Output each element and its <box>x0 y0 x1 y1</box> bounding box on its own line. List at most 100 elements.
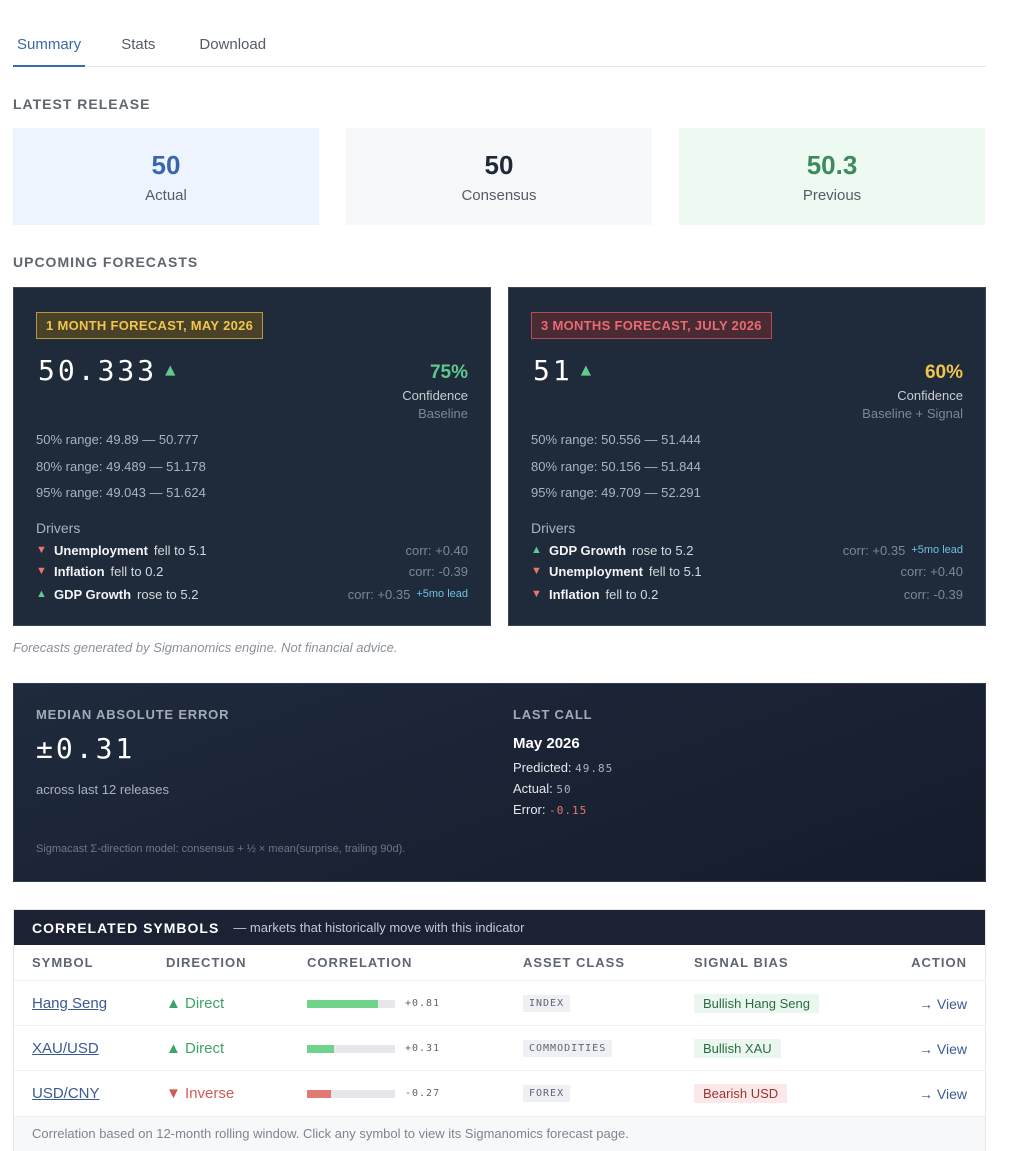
driver-row: ▲ GDP Growth rose to 5.2 corr: +0.35 +5m… <box>36 584 468 604</box>
asset-class-tag: INDEX <box>523 995 571 1012</box>
correlation-value: +0.31 <box>405 1043 441 1054</box>
range-80: 80% range: 50.156 — 51.844 <box>531 459 701 474</box>
asset-class-tag: FOREX <box>523 1085 571 1102</box>
forecast-value: 51 ▲ <box>533 354 591 387</box>
lead-badge: +5mo lead <box>416 588 468 600</box>
confidence-pct: 75% <box>429 362 468 383</box>
model-note: Sigmacast Σ-direction model: consensus +… <box>36 843 406 855</box>
range-50: 50% range: 49.89 — 50.777 <box>36 432 199 447</box>
driver-change: fell to 5.1 <box>153 542 207 558</box>
correlated-header: CORRELATED SYMBOLS — markets that histor… <box>14 910 985 945</box>
consensus-stat: 50 Consensus <box>346 128 652 225</box>
tab-stats[interactable]: Stats <box>121 36 156 53</box>
correlation-bar-fill <box>307 1044 335 1053</box>
tab-summary[interactable]: Summary <box>13 26 86 67</box>
driver-change: rose to 5.2 <box>137 586 199 602</box>
driver-name: GDP Growth <box>54 586 132 602</box>
last-call-error: Error: -0.15 <box>513 802 588 817</box>
driver-row: ▼ Inflation fell to 0.2 corr: -0.39 <box>36 561 468 581</box>
correlated-symbols-panel: CORRELATED SYMBOLS — markets that histor… <box>13 909 986 1151</box>
previous-stat: 50.3 Previous <box>679 128 985 225</box>
symbol-link[interactable]: XAU/USD <box>32 1040 99 1057</box>
driver-name: Inflation <box>54 563 105 579</box>
driver-row: ▲ GDP Growth rose to 5.2 corr: +0.35 +5m… <box>531 540 963 560</box>
driver-corr: corr: +0.35 <box>347 586 411 602</box>
driver-row: ▼ Inflation fell to 0.2 corr: -0.39 <box>531 584 963 604</box>
driver-row: ▼ Unemployment fell to 5.1 corr: +0.40 <box>36 540 468 560</box>
driver-name: Unemployment <box>54 542 148 558</box>
up-arrow-icon: ▲ <box>580 360 591 380</box>
range-80: 80% range: 49.489 — 51.178 <box>36 459 206 474</box>
confidence-pct: 60% <box>924 362 963 383</box>
confidence-label: Confidence <box>897 388 963 403</box>
mae-title: MEDIAN ABSOLUTE ERROR <box>36 707 230 722</box>
header-direction: DIRECTION <box>166 955 247 970</box>
driver-corr: corr: +0.40 <box>900 563 963 579</box>
correlation-bar-fill <box>307 999 379 1008</box>
last-call-title: LAST CALL <box>513 707 593 722</box>
tab-download[interactable]: Download <box>199 36 267 53</box>
down-triangle-icon: ▼ <box>36 565 47 577</box>
consensus-value: 50 <box>484 150 514 180</box>
correlated-subtitle: — markets that historically move with th… <box>233 920 525 935</box>
table-row: USD/CNY ▼ Inverse -0.27 FOREX Bearish US… <box>14 1070 985 1115</box>
actual-stat: 50 Actual <box>13 128 319 225</box>
correlation-cell: +0.81 <box>307 981 440 1026</box>
correlated-footer: Correlation based on 12-month rolling wi… <box>14 1116 985 1151</box>
up-triangle-icon: ▲ <box>36 588 47 600</box>
driver-corr: corr: +0.40 <box>405 542 468 558</box>
confidence-block: 60% Confidence Baseline + Signal <box>862 362 963 421</box>
driver-corr: corr: -0.39 <box>408 563 468 579</box>
direction-label: ▼ Inverse <box>166 1085 235 1102</box>
header-asset-class: ASSET CLASS <box>523 955 626 970</box>
signal-bias-badge: Bullish XAU <box>694 1039 781 1058</box>
down-triangle-icon: ▼ <box>36 544 47 556</box>
correlation-cell: -0.27 <box>307 1071 440 1116</box>
down-triangle-icon: ▼ <box>531 565 542 577</box>
correlation-value: -0.27 <box>405 1088 441 1099</box>
down-triangle-icon: ▼ <box>531 588 542 600</box>
view-link[interactable]: → View <box>919 995 967 1012</box>
signal-bias-badge: Bearish USD <box>694 1084 788 1103</box>
forecast-badge: 3 MONTHS FORECAST, JULY 2026 <box>531 312 772 339</box>
view-link[interactable]: → View <box>919 1085 967 1102</box>
correlation-value: +0.81 <box>405 998 441 1009</box>
direction-label: ▲ Direct <box>166 1040 225 1057</box>
symbol-link[interactable]: USD/CNY <box>32 1085 100 1102</box>
confidence-block: 75% Confidence Baseline <box>402 362 468 421</box>
mae-value: ±0.31 <box>36 732 136 765</box>
correlation-cell: +0.31 <box>307 1026 440 1071</box>
driver-change: fell to 5.1 <box>648 563 702 579</box>
driver-name: Unemployment <box>549 563 643 579</box>
symbol-link[interactable]: Hang Seng <box>32 995 108 1012</box>
forecast-badge: 1 MONTH FORECAST, MAY 2026 <box>36 312 264 339</box>
correlation-bar <box>307 999 395 1008</box>
drivers-title: Drivers <box>531 520 576 536</box>
view-link[interactable]: → View <box>919 1040 967 1057</box>
forecast-card-1m: 1 MONTH FORECAST, MAY 2026 50.333 ▲ 75% C… <box>13 287 491 626</box>
correlation-bar-fill <box>307 1089 331 1098</box>
model-label: Baseline + Signal <box>862 406 963 421</box>
drivers-title: Drivers <box>36 520 81 536</box>
last-call-month: May 2026 <box>513 735 580 752</box>
driver-corr: corr: -0.39 <box>903 586 963 602</box>
direction-label: ▲ Direct <box>166 995 225 1012</box>
header-action: ACTION <box>911 955 967 970</box>
upcoming-forecasts-title: UPCOMING FORECASTS <box>13 254 199 270</box>
confidence-label: Confidence <box>402 388 468 403</box>
signal-bias-badge: Bullish Hang Seng <box>694 994 819 1013</box>
range-95: 95% range: 49.043 — 51.624 <box>36 485 206 500</box>
driver-change: fell to 0.2 <box>605 586 659 602</box>
actual-value: 50 <box>151 150 181 180</box>
up-triangle-icon: ▲ <box>531 544 542 556</box>
correlation-bar <box>307 1044 395 1053</box>
latest-release-title: LATEST RELEASE <box>13 96 151 112</box>
driver-name: Inflation <box>549 586 600 602</box>
lead-badge: +5mo lead <box>911 544 963 556</box>
driver-row: ▼ Unemployment fell to 5.1 corr: +0.40 <box>531 561 963 581</box>
consensus-label: Consensus <box>461 187 537 204</box>
table-row: Hang Seng ▲ Direct +0.81 INDEX Bullish H… <box>14 980 985 1025</box>
forecast-value: 50.333 ▲ <box>38 354 176 387</box>
header-symbol: SYMBOL <box>32 955 94 970</box>
accuracy-panel: MEDIAN ABSOLUTE ERROR ±0.31 across last … <box>13 683 986 882</box>
